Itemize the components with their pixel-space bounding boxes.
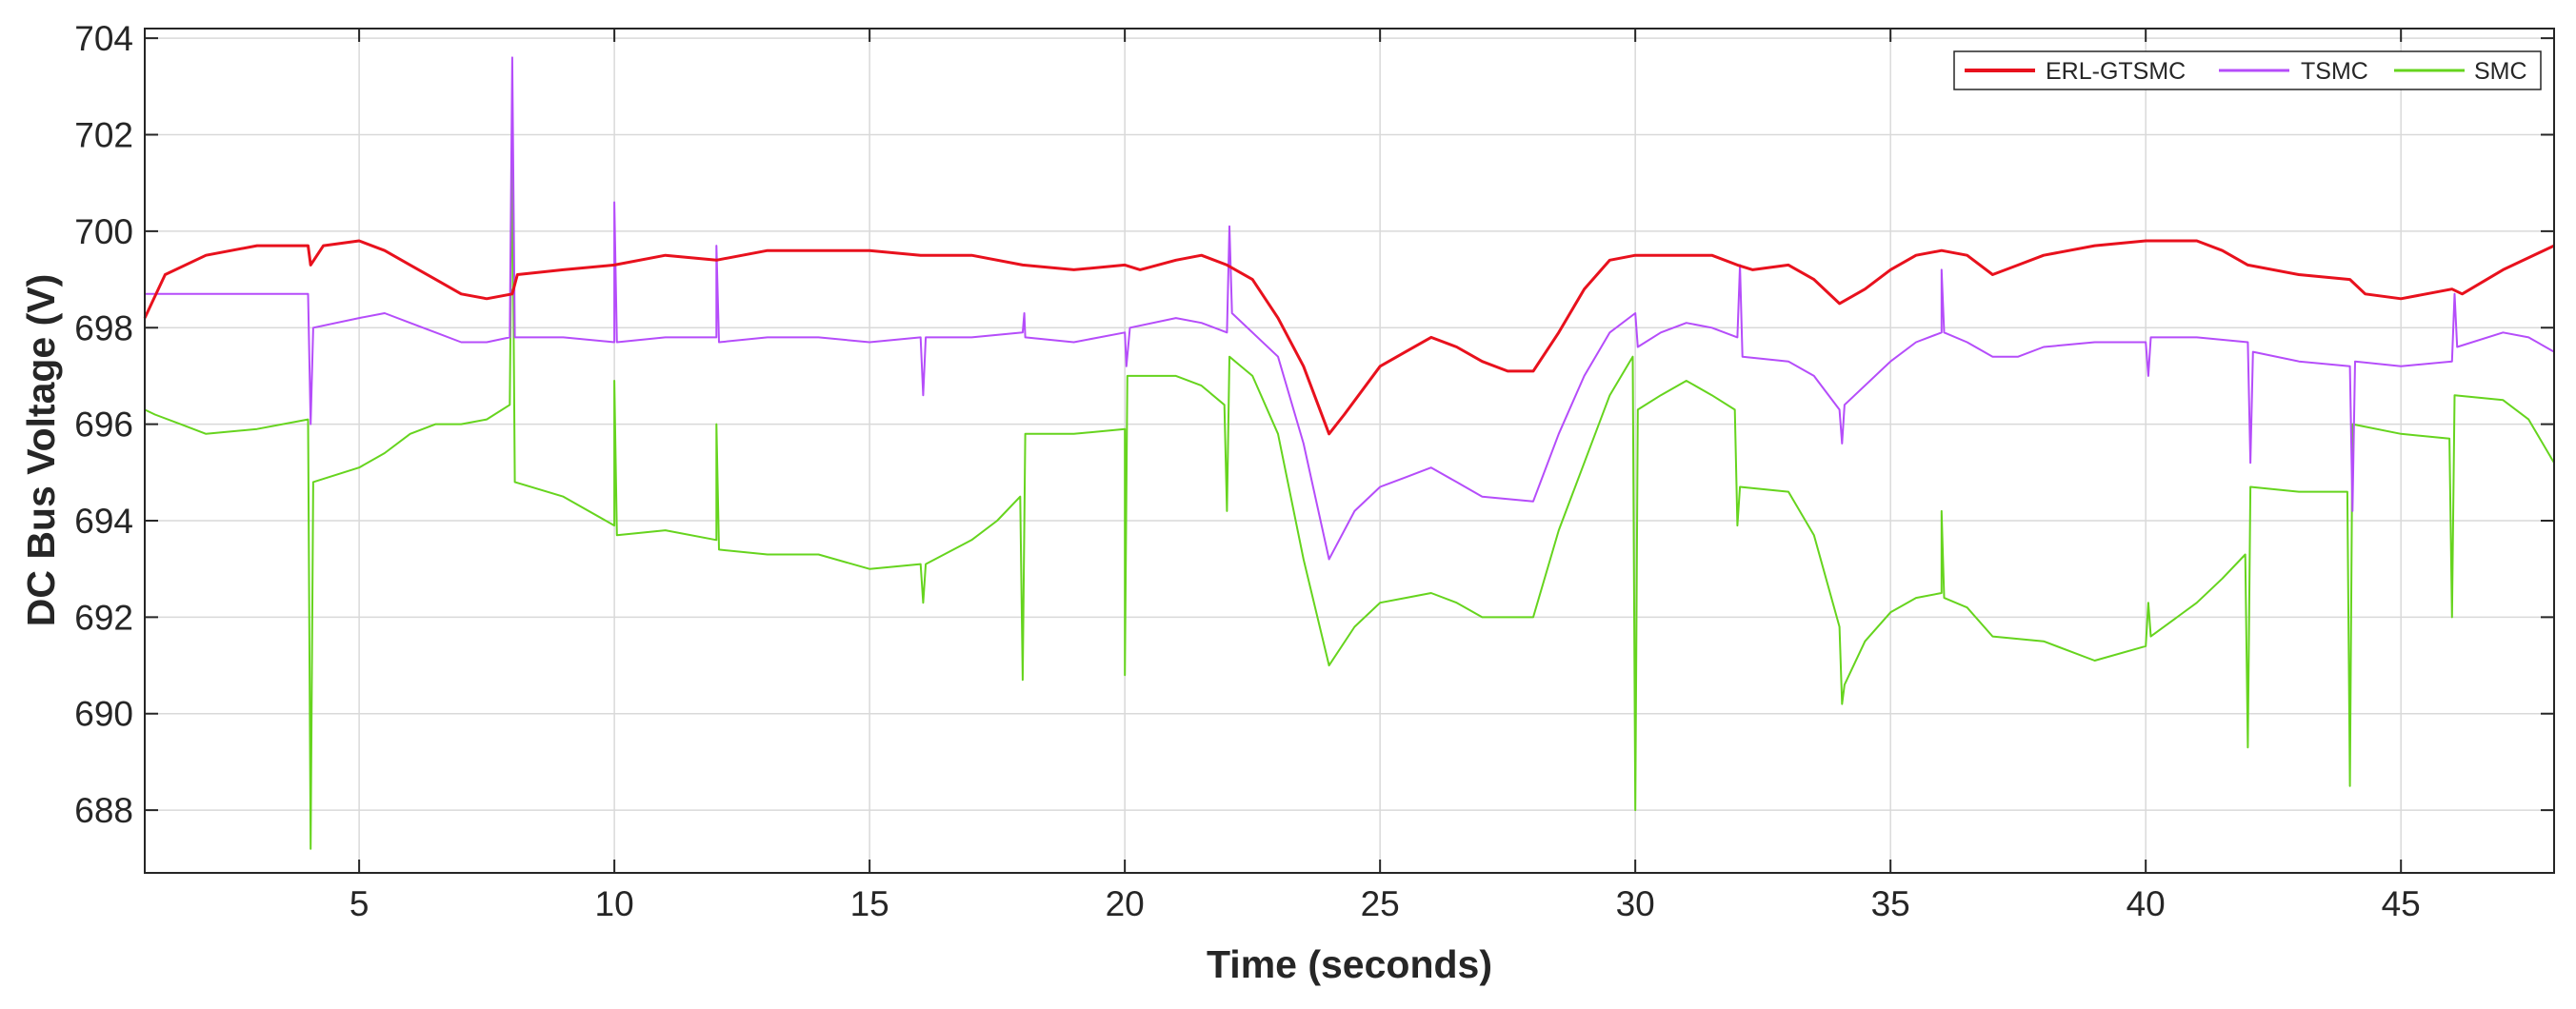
x-tick-label: 45 <box>2382 884 2421 923</box>
x-tick-label: 25 <box>1361 884 1400 923</box>
x-tick-label: 5 <box>349 884 369 923</box>
legend-label-erl-gtsmc: ERL-GTSMC <box>2046 58 2186 85</box>
data-series <box>143 56 2555 850</box>
x-tick-label: 10 <box>595 884 634 923</box>
plot-frame <box>144 28 2555 874</box>
series-line-erl-gtsmc <box>143 239 2555 436</box>
x-tick-label: 20 <box>1106 884 1145 923</box>
plot-area <box>145 29 2554 873</box>
y-tick-label: 704 <box>74 19 133 58</box>
y-tick-label: 698 <box>74 308 133 347</box>
y-tick-label: 688 <box>74 791 133 830</box>
series-line-smc <box>144 143 2555 850</box>
y-tick-label: 690 <box>74 695 133 734</box>
x-tick-label: 15 <box>850 884 889 923</box>
y-tick-label: 702 <box>74 116 133 155</box>
x-tick-label: 40 <box>2127 884 2166 923</box>
y-tick-label: 696 <box>74 406 133 445</box>
legend-label-tsmc: TSMC <box>2301 58 2368 85</box>
y-tick-label: 692 <box>74 598 133 637</box>
x-tick-label: 30 <box>1616 884 1655 923</box>
y-axis-label: DC Bus Voltage (V) <box>19 274 63 627</box>
x-tick-label: 35 <box>1871 884 1910 923</box>
legend: ERL-GTSMC TSMC SMC <box>1953 50 2542 90</box>
series-line-tsmc <box>145 56 2555 561</box>
y-tick-label: 700 <box>74 212 133 251</box>
y-tick-label: 694 <box>74 502 133 541</box>
x-axis-label: Time (seconds) <box>1207 942 1492 986</box>
axis-ticks: 5 10 15 20 25 30 35 40 45 688 690 692 694 696 698 700 70… <box>74 19 2554 923</box>
legend-label-smc: SMC <box>2474 58 2527 85</box>
